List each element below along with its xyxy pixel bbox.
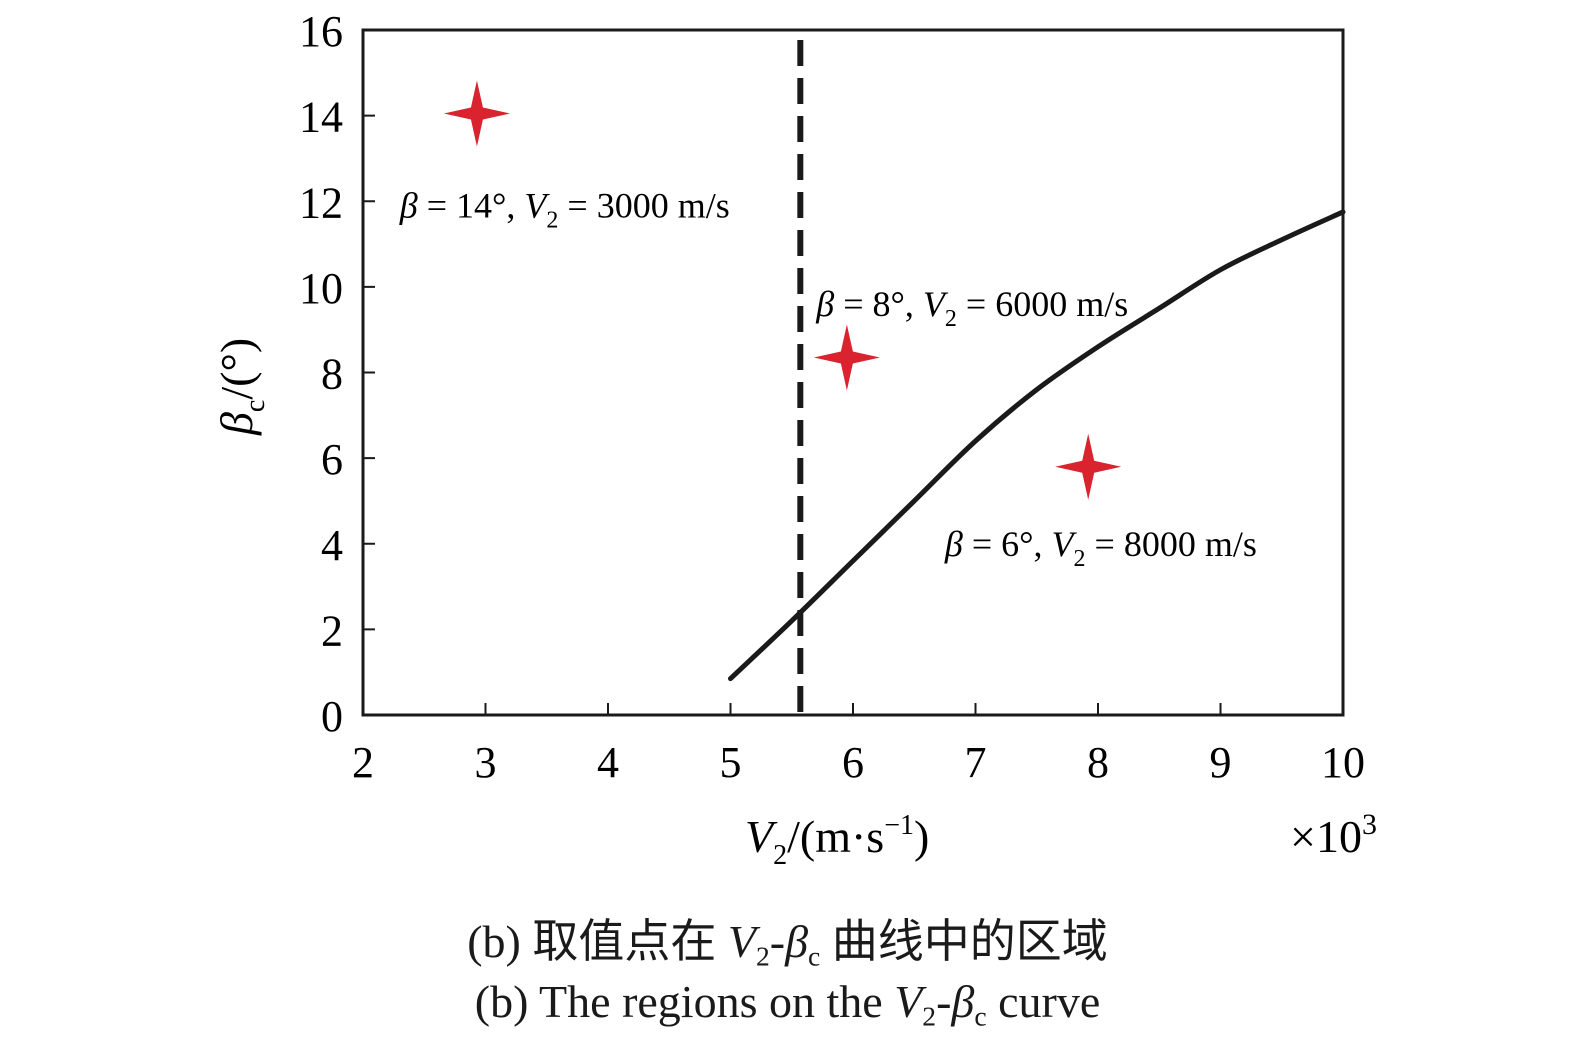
x-tick-label-9: 9 xyxy=(1210,738,1232,787)
plot-frame xyxy=(361,28,1345,717)
x-tick-label-8: 8 xyxy=(1087,738,1109,787)
y-tick-label-14: 14 xyxy=(299,93,343,142)
annotation-2: β = 8°, V2 = 6000 m/s xyxy=(815,284,1128,332)
x-tick-label-5: 5 xyxy=(720,738,742,787)
x-tick-label-7: 7 xyxy=(965,738,987,787)
x-tick-label-2: 2 xyxy=(352,738,374,787)
x-tick-label-3: 3 xyxy=(475,738,497,787)
star-point-2 xyxy=(813,324,880,391)
annotation-1: β = 14°, V2 = 3000 m/s xyxy=(399,186,730,234)
y-tick-label-16: 16 xyxy=(299,7,343,56)
y-tick-label-0: 0 xyxy=(321,692,343,741)
y-tick-label-10: 10 xyxy=(299,264,343,313)
x-axis-label: V2/(m·s−1) xyxy=(745,810,929,871)
caption-chinese: (b) 取值点在 V2-βc 曲线中的区域 xyxy=(467,916,1108,972)
x-multiplier: ×103 xyxy=(1290,808,1377,862)
x-tick-label-10: 10 xyxy=(1321,738,1365,787)
annotation-3: β = 6°, V2 = 8000 m/s xyxy=(944,524,1257,572)
y-tick-label-8: 8 xyxy=(321,350,343,399)
y-tick-label-4: 4 xyxy=(321,521,343,570)
v2-beta-curve xyxy=(728,209,1346,682)
star-point-1 xyxy=(443,80,510,147)
star-point-3 xyxy=(1055,433,1122,500)
x-tick-label-4: 4 xyxy=(597,738,619,787)
y-tick-label-2: 2 xyxy=(321,606,343,655)
y-tick-label-12: 12 xyxy=(299,178,343,227)
x-tick-label-6: 6 xyxy=(842,738,864,787)
y-tick-label-6: 6 xyxy=(321,435,343,484)
y-axis-label: βc/(°) xyxy=(211,338,271,436)
caption-english: (b) The regions on the V2-βc curve xyxy=(474,976,1101,1032)
